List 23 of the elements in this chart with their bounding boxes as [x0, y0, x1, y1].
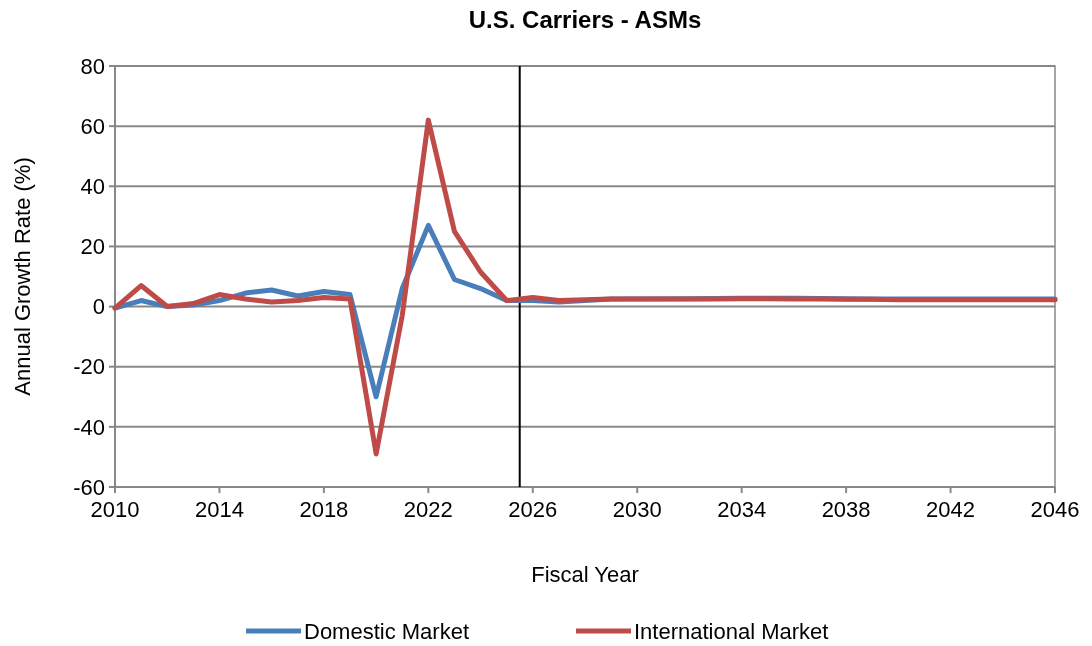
x-tick-label: 2042: [926, 497, 976, 522]
y-tick-label: -40: [73, 414, 105, 440]
x-axis-title: Fiscal Year: [531, 562, 639, 587]
x-tick-label: 2046: [1030, 497, 1080, 522]
x-tick-label: 2014: [194, 497, 244, 522]
x-tick-label: 2018: [299, 497, 349, 522]
y-tick-label: 80: [80, 53, 105, 79]
x-tick-label: 2010: [90, 497, 140, 522]
y-tick-label: 20: [80, 234, 105, 260]
x-tick-label: 2030: [612, 497, 662, 522]
legend-label: Domestic Market: [304, 618, 470, 644]
y-tick-label: 40: [80, 173, 105, 199]
y-tick-label: -20: [73, 354, 105, 380]
y-tick-label: -60: [73, 474, 105, 500]
chart-title: U.S. Carriers - ASMs: [468, 6, 702, 33]
x-tick-label: 2038: [821, 497, 871, 522]
y-tick-label: 0: [92, 294, 105, 320]
y-axis-title: Annual Growth Rate (%): [10, 157, 35, 396]
x-tick-label: 2022: [403, 497, 453, 522]
x-tick-label: 2026: [508, 497, 558, 522]
x-tick-label: 2034: [717, 497, 767, 522]
legend-label: International Market: [634, 618, 829, 644]
y-tick-label: 60: [80, 113, 105, 139]
